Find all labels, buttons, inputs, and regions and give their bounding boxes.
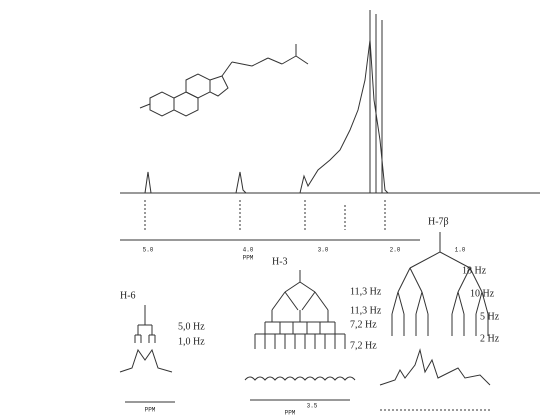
axis-tick: 3.0 (318, 247, 329, 254)
coupling: 1,0 Hz (178, 336, 205, 347)
axis-tick: 1.0 (455, 247, 466, 254)
coupling: 2 Hz (480, 333, 500, 344)
molecule (139, 44, 309, 117)
axis-tick: 3.5 (307, 403, 318, 410)
coupling: 7,2 Hz (350, 319, 377, 330)
axis-tick: 4.0 (243, 247, 254, 254)
h3-tree (244, 270, 356, 401)
panel-title: H-6 (120, 290, 136, 301)
coupling: 7,2 Hz (350, 340, 377, 351)
coupling: 11,3 Hz (350, 286, 382, 297)
spectrum (120, 10, 540, 241)
axis-label: PPM (243, 255, 254, 262)
axis-tick: 5.0 (143, 247, 154, 254)
panel-title: H-7β (428, 216, 449, 227)
axis-label: PPM (145, 407, 156, 414)
h7-tree (379, 232, 491, 411)
coupling: 11,3 Hz (350, 305, 382, 316)
coupling: 10 Hz (470, 288, 495, 299)
h6-tree (119, 305, 175, 403)
panel-title: H-3 (272, 256, 288, 267)
axis-tick: 2.0 (390, 247, 401, 254)
axis-label: PPM (285, 410, 296, 417)
coupling: 5,0 Hz (178, 321, 205, 332)
coupling: 5 Hz (480, 311, 500, 322)
coupling: 18 Hz (462, 265, 487, 276)
